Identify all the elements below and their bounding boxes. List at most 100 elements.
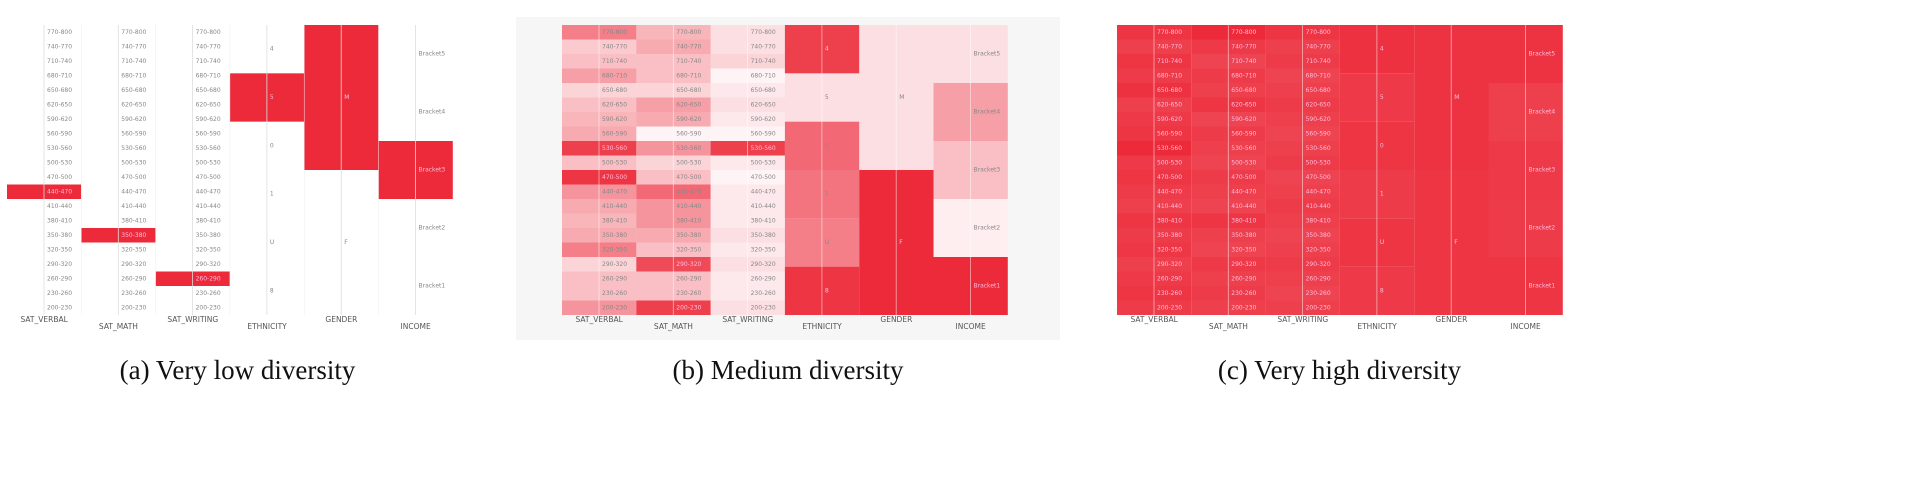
level-label: 350-380 (1231, 232, 1256, 239)
level-label: 350-380 (1306, 232, 1331, 239)
level-label: 620-650 (1157, 101, 1182, 108)
column-label: SAT_MATH (1209, 322, 1248, 331)
level-label: 5 (270, 94, 274, 101)
level-label: 620-650 (121, 101, 146, 108)
level-label: 680-710 (47, 72, 72, 79)
level-label: F (899, 239, 903, 246)
level-label: 350-380 (1157, 232, 1182, 239)
level-label: 590-620 (47, 116, 72, 123)
level-label: 260-290 (47, 275, 72, 282)
level-label: F (344, 239, 348, 246)
level-label: 500-530 (1157, 159, 1182, 166)
level-label: 200-230 (196, 304, 221, 311)
level-label: 380-410 (602, 217, 627, 224)
level-label: 8 (1380, 287, 1384, 294)
level-label: 440-470 (121, 188, 146, 195)
panel: 770-800 740-770 710-740 680-710 650-680 620-6… (7, 17, 453, 385)
level-label: 350-380 (751, 232, 776, 239)
level-label: 770-800 (121, 29, 146, 36)
level-label: 440-470 (1306, 188, 1331, 195)
level-label: 230-260 (1231, 290, 1256, 297)
level-label: 380-410 (1231, 217, 1256, 224)
level-label: 1 (825, 191, 829, 198)
level-label: 440-470 (751, 188, 776, 195)
level-label: 740-770 (1306, 43, 1331, 50)
level-label: 440-470 (602, 188, 627, 195)
level-label: Bracket2 (1529, 225, 1556, 232)
level-label: 530-560 (1157, 145, 1182, 152)
column-label: INCOME (1511, 322, 1541, 331)
level-label: 710-740 (602, 58, 627, 65)
level-label: 530-560 (121, 145, 146, 152)
level-label: 530-560 (196, 145, 221, 152)
level-label: 500-530 (1231, 159, 1256, 166)
column-label: ETHNICITY (1357, 322, 1397, 331)
level-label: U (825, 239, 829, 246)
level-label: 5 (825, 94, 829, 101)
level-label: 230-260 (1157, 290, 1182, 297)
level-label: 620-650 (47, 101, 72, 108)
level-label: 710-740 (47, 58, 72, 65)
column-label: INCOME (401, 322, 431, 331)
level-label: 530-560 (1306, 145, 1331, 152)
level-label: 4 (1380, 46, 1384, 53)
level-label: Bracket3 (419, 167, 446, 174)
level-label: 470-500 (751, 174, 776, 181)
level-label: 470-500 (602, 174, 627, 181)
level-label: 230-260 (196, 290, 221, 297)
level-label: 650-680 (1157, 87, 1182, 94)
level-label: 260-290 (751, 275, 776, 282)
level-label: 680-710 (676, 72, 701, 79)
level-label: 200-230 (751, 304, 776, 311)
level-label: 410-440 (121, 203, 146, 210)
level-label: 560-590 (602, 130, 627, 137)
level-label: 410-440 (1231, 203, 1256, 210)
level-label: 470-500 (1157, 174, 1182, 181)
level-label: 320-350 (47, 246, 72, 253)
level-label: 680-710 (196, 72, 221, 79)
level-label: 560-590 (1306, 130, 1331, 137)
level-label: 230-260 (1306, 290, 1331, 297)
level-label: 710-740 (1306, 58, 1331, 65)
level-label: 500-530 (1306, 159, 1331, 166)
level-label: 740-770 (1231, 43, 1256, 50)
level-label: 650-680 (1231, 87, 1256, 94)
level-label: 350-380 (196, 232, 221, 239)
level-label: 620-650 (196, 101, 221, 108)
level-label: 410-440 (751, 203, 776, 210)
level-label: 770-800 (602, 29, 627, 36)
level-label: M (1454, 94, 1459, 101)
column-label: SAT_VERBAL (20, 315, 68, 324)
level-label: Bracket1 (1529, 283, 1556, 290)
level-label: 230-260 (47, 290, 72, 297)
level-label: 680-710 (121, 72, 146, 79)
level-label: 320-350 (1157, 246, 1182, 253)
column-label: SAT_WRITING (722, 315, 773, 324)
level-label: 770-800 (196, 29, 221, 36)
level-label: 290-320 (196, 261, 221, 268)
level-label: 710-740 (676, 58, 701, 65)
column-label: INCOME (956, 322, 986, 331)
level-label: 770-800 (676, 29, 701, 36)
level-label: 770-800 (1231, 29, 1256, 36)
level-label: 680-710 (1231, 72, 1256, 79)
level-label: 380-410 (196, 217, 221, 224)
caption: (b) Medium diversity (673, 355, 904, 385)
level-label: 4 (825, 46, 829, 53)
level-label: 230-260 (751, 290, 776, 297)
level-label: 5 (1380, 94, 1384, 101)
level-label: 260-290 (676, 275, 701, 282)
level-label: 650-680 (47, 87, 72, 94)
level-label: 710-740 (751, 58, 776, 65)
level-label: 530-560 (751, 145, 776, 152)
level-label: 590-620 (196, 116, 221, 123)
level-label: 260-290 (1306, 275, 1331, 282)
level-label: 260-290 (1231, 275, 1256, 282)
level-label: 770-800 (1306, 29, 1331, 36)
level-label: 560-590 (121, 130, 146, 137)
level-label: 500-530 (196, 159, 221, 166)
level-label: 320-350 (676, 246, 701, 253)
level-label: 500-530 (751, 159, 776, 166)
level-label: 320-350 (602, 246, 627, 253)
level-label: 680-710 (751, 72, 776, 79)
